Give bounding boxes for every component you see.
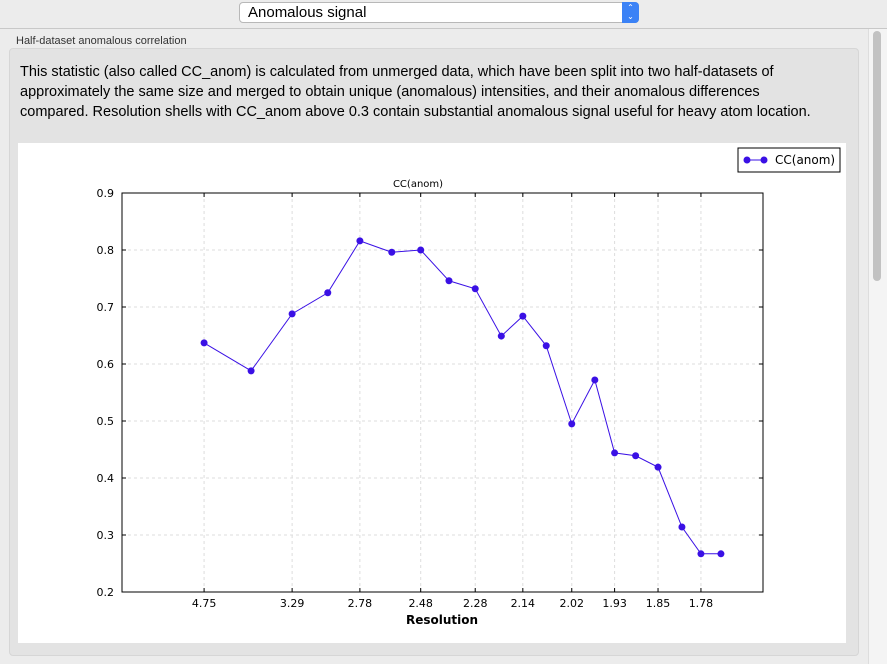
toolbar: Anomalous signal ⌃ ⌄ <box>0 0 887 29</box>
x-tick-label: 2.28 <box>463 597 488 610</box>
data-point <box>417 246 425 254</box>
x-tick-label: 2.48 <box>408 597 433 610</box>
x-tick-label: 2.78 <box>348 597 373 610</box>
data-point <box>288 310 296 318</box>
legend-marker <box>760 156 768 164</box>
data-point <box>542 342 550 350</box>
legend-marker <box>743 156 751 164</box>
data-point <box>471 285 479 293</box>
y-tick-label: 0.2 <box>97 586 115 599</box>
data-point <box>717 550 725 558</box>
x-tick-label: 3.29 <box>280 597 305 610</box>
view-selector-value: Anomalous signal <box>248 4 367 21</box>
data-point <box>497 332 505 340</box>
data-point <box>654 463 662 471</box>
x-tick-label: 4.75 <box>192 597 217 610</box>
data-point <box>247 367 255 375</box>
series-line <box>203 240 721 555</box>
x-tick-label: 2.14 <box>511 597 536 610</box>
x-tick-label: 1.85 <box>646 597 671 610</box>
view-selector[interactable]: Anomalous signal ⌃ ⌄ <box>239 2 639 23</box>
y-tick-label: 0.7 <box>97 301 115 314</box>
x-axis-label: Resolution <box>406 613 478 627</box>
y-tick-label: 0.8 <box>97 244 115 257</box>
y-tick-label: 0.5 <box>97 415 115 428</box>
data-point <box>445 277 453 285</box>
legend-label: CC(anom) <box>775 153 835 167</box>
scrollbar-thumb[interactable] <box>873 31 881 281</box>
y-tick-label: 0.6 <box>97 358 115 371</box>
up-down-chevron-icon[interactable]: ⌃ ⌄ <box>622 2 639 23</box>
y-tick-label: 0.4 <box>97 472 115 485</box>
data-point <box>388 248 396 256</box>
vertical-scrollbar[interactable] <box>868 29 887 664</box>
data-point <box>632 452 640 460</box>
data-point <box>324 289 332 297</box>
plot-frame <box>121 192 764 593</box>
legend: CC(anom) <box>737 147 841 173</box>
data-point <box>200 339 208 347</box>
x-tick-label: 1.93 <box>602 597 627 610</box>
section-description: This statistic (also called CC_anom) is … <box>20 64 811 120</box>
cc-anom-chart: 0.2 0.3 0.4 0.5 0.6 0.7 0.8 0.9 4.75 3.29 2.78 2.48… <box>97 147 841 627</box>
x-tick-label: 1.78 <box>689 597 714 610</box>
data-point <box>611 449 619 457</box>
y-tick-label: 0.9 <box>97 187 115 200</box>
y-tick-label: 0.3 <box>97 529 115 542</box>
data-point <box>519 312 527 320</box>
data-point <box>678 523 686 531</box>
data-point <box>568 420 576 428</box>
data-point <box>697 550 705 558</box>
chart-title: CC(anom) <box>393 179 443 190</box>
data-point <box>356 237 364 245</box>
section-title: Half-dataset anomalous correlation <box>16 35 187 47</box>
x-tick-label: 2.02 <box>560 597 585 610</box>
chart-container: 0.2 0.3 0.4 0.5 0.6 0.7 0.8 0.9 4.75 3.29 2.78 2.48… <box>18 143 846 643</box>
data-point <box>591 376 599 384</box>
